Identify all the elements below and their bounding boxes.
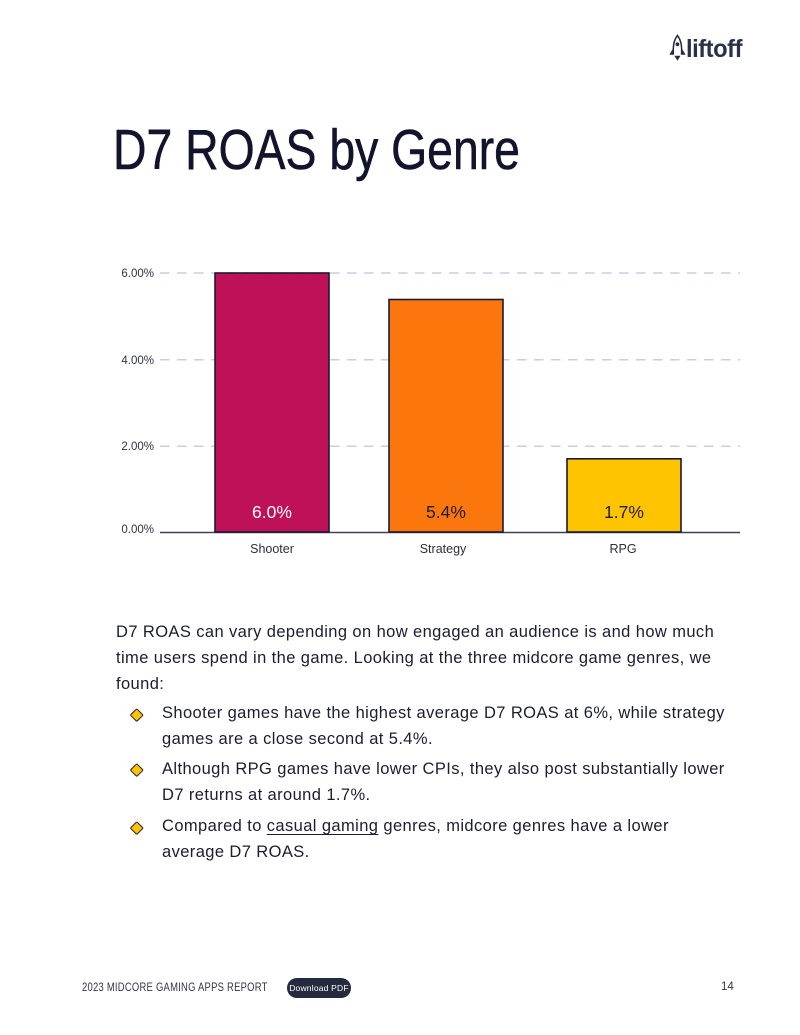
svg-text:0.00%: 0.00% [121, 524, 154, 536]
svg-text:2.00%: 2.00% [121, 441, 154, 453]
svg-text:4.00%: 4.00% [121, 355, 154, 367]
svg-text:5.4%: 5.4% [426, 502, 466, 522]
svg-text:6.00%: 6.00% [121, 268, 154, 280]
svg-text:6.0%: 6.0% [252, 502, 292, 522]
svg-text:Strategy: Strategy [420, 542, 467, 556]
svg-text:RPG: RPG [609, 542, 636, 556]
svg-text:Shooter: Shooter [250, 542, 294, 556]
svg-text:1.7%: 1.7% [604, 502, 644, 522]
